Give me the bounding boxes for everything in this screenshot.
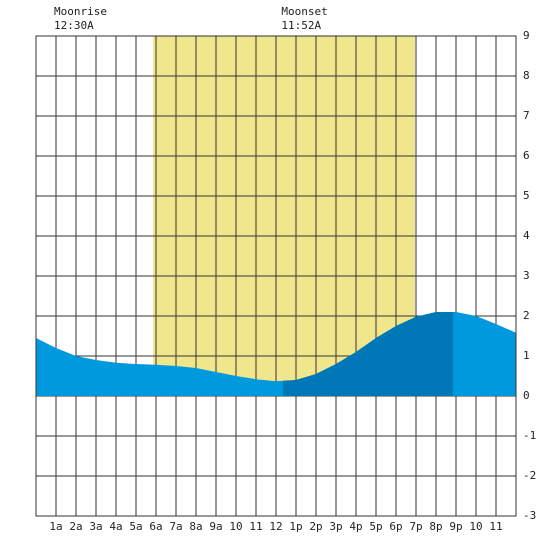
y-tick-label: -1 (523, 429, 536, 442)
y-tick-label: 5 (523, 189, 530, 202)
x-tick-label: 8a (189, 520, 202, 533)
x-tick-label: 12 (269, 520, 282, 533)
water-layer (36, 312, 516, 396)
y-tick-label: 9 (523, 29, 530, 42)
rising-tide-area (283, 312, 453, 396)
daylight-band (153, 36, 415, 396)
y-tick-label: 3 (523, 269, 530, 282)
y-tick-label: 4 (523, 229, 530, 242)
y-tick-label: -2 (523, 469, 536, 482)
x-tick-label: 9a (209, 520, 222, 533)
x-tick-label: 6a (149, 520, 162, 533)
annotation-label: Moonset (281, 5, 327, 18)
grid-layer (36, 35, 516, 517)
y-tick-label: -3 (523, 509, 536, 522)
x-tick-label: 4a (109, 520, 122, 533)
y-tick-label: 2 (523, 309, 530, 322)
y-tick-label: 6 (523, 149, 530, 162)
x-tick-label: 7p (409, 520, 422, 533)
y-tick-label: 1 (523, 349, 530, 362)
x-tick-label: 9p (449, 520, 462, 533)
y-tick-label: 0 (523, 389, 530, 402)
x-tick-label: 5a (129, 520, 142, 533)
x-tick-label: 3a (89, 520, 102, 533)
background-layer (153, 36, 415, 396)
annotation-time: 11:52A (281, 19, 321, 32)
x-tick-label: 10 (469, 520, 482, 533)
x-tick-label: 10 (229, 520, 242, 533)
x-tick-label: 5p (369, 520, 382, 533)
annotation-time: 12:30A (54, 19, 94, 32)
y-tick-label: 7 (523, 109, 530, 122)
plot-border (35, 35, 517, 517)
x-tick-label: 3p (329, 520, 342, 533)
x-tick-label: 1a (49, 520, 62, 533)
x-tick-label: 7a (169, 520, 182, 533)
x-tick-label: 4p (349, 520, 362, 533)
x-tick-label: 11 (249, 520, 262, 533)
annotation-label: Moonrise (54, 5, 107, 18)
x-tick-label: 2a (69, 520, 82, 533)
y-tick-label: 8 (523, 69, 530, 82)
x-tick-label: 11 (489, 520, 502, 533)
x-tick-label: 8p (429, 520, 442, 533)
x-tick-label: 1p (289, 520, 302, 533)
x-tick-label: 6p (389, 520, 402, 533)
x-tick-label: 2p (309, 520, 322, 533)
